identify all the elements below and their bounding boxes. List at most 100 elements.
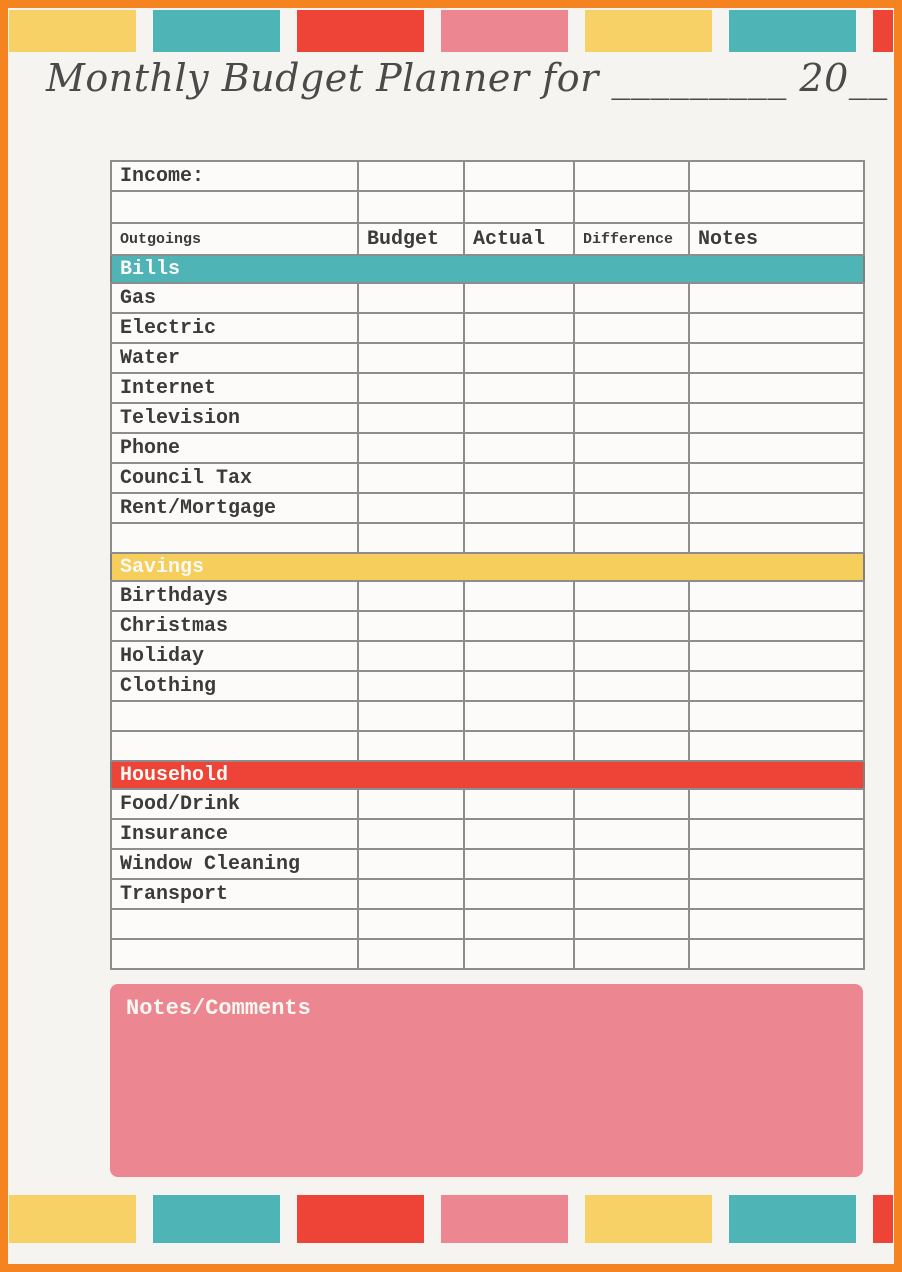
decor-block-teal bbox=[729, 10, 856, 52]
page-title: Monthly Budget Planner for _________ 20_… bbox=[46, 56, 888, 100]
income-empty-cell bbox=[463, 160, 575, 192]
item-label-rent-mortgage: Rent/Mortgage bbox=[110, 492, 359, 524]
section-header-bills: Bills bbox=[110, 254, 865, 284]
empty-cell bbox=[688, 938, 865, 970]
data-cell bbox=[688, 610, 865, 642]
item-row-water: Water bbox=[110, 342, 865, 374]
data-cell bbox=[463, 372, 575, 404]
data-cell bbox=[357, 432, 465, 464]
item-label-christmas: Christmas bbox=[110, 610, 359, 642]
item-row-gas: Gas bbox=[110, 282, 865, 314]
item-label-television: Television bbox=[110, 402, 359, 434]
item-label-council-tax: Council Tax bbox=[110, 462, 359, 494]
notes-box-label: Notes/Comments bbox=[126, 996, 311, 1021]
empty-cell bbox=[357, 908, 465, 940]
data-cell bbox=[357, 640, 465, 672]
empty-cell bbox=[573, 908, 690, 940]
empty-row bbox=[110, 938, 865, 970]
column-header-outgoings: Outgoings bbox=[110, 222, 359, 256]
data-cell bbox=[688, 492, 865, 524]
income-table: Income: bbox=[110, 160, 865, 224]
data-cell bbox=[357, 372, 465, 404]
empty-cell bbox=[357, 938, 465, 970]
empty-cell bbox=[110, 938, 359, 970]
item-label-birthdays: Birthdays bbox=[110, 580, 359, 612]
decor-block-red bbox=[873, 1195, 893, 1243]
empty-cell bbox=[357, 730, 465, 762]
item-label-clothing: Clothing bbox=[110, 670, 359, 702]
item-row-insurance: Insurance bbox=[110, 818, 865, 850]
item-row-birthdays: Birthdays bbox=[110, 580, 865, 612]
item-row-rent-mortgage: Rent/Mortgage bbox=[110, 492, 865, 524]
column-header-row: Outgoings Budget Actual Difference Notes bbox=[110, 222, 865, 256]
income-table-body: Income: bbox=[110, 160, 865, 224]
item-label-holiday: Holiday bbox=[110, 640, 359, 672]
empty-row bbox=[110, 700, 865, 732]
data-cell bbox=[463, 848, 575, 880]
data-cell bbox=[463, 640, 575, 672]
decor-block-teal bbox=[153, 10, 280, 52]
item-label-food-drink: Food/Drink bbox=[110, 788, 359, 820]
data-cell bbox=[688, 640, 865, 672]
data-cell bbox=[688, 342, 865, 374]
item-row-television: Television bbox=[110, 402, 865, 434]
income-empty-cell bbox=[110, 190, 359, 224]
empty-row bbox=[110, 522, 865, 554]
data-cell bbox=[573, 402, 690, 434]
budget-table: Outgoings Budget Actual Difference Notes Bil… bbox=[110, 222, 865, 970]
empty-cell bbox=[110, 522, 359, 554]
decor-block-pink bbox=[441, 1195, 568, 1243]
data-cell bbox=[357, 580, 465, 612]
income-empty-cell bbox=[573, 190, 690, 224]
item-label-water: Water bbox=[110, 342, 359, 374]
item-label-internet: Internet bbox=[110, 372, 359, 404]
empty-cell bbox=[463, 730, 575, 762]
data-cell bbox=[463, 610, 575, 642]
data-cell bbox=[573, 670, 690, 702]
empty-cell bbox=[688, 908, 865, 940]
item-label-gas: Gas bbox=[110, 282, 359, 314]
data-cell bbox=[688, 878, 865, 910]
data-cell bbox=[688, 788, 865, 820]
item-row-food-drink: Food/Drink bbox=[110, 788, 865, 820]
data-cell bbox=[357, 402, 465, 434]
data-cell bbox=[573, 788, 690, 820]
column-header-difference: Difference bbox=[573, 222, 690, 256]
decor-block-yellow bbox=[585, 10, 712, 52]
empty-cell bbox=[688, 730, 865, 762]
budget-table-head: Outgoings Budget Actual Difference Notes bbox=[110, 222, 865, 256]
decor-block-yellow bbox=[9, 10, 136, 52]
data-cell bbox=[357, 462, 465, 494]
item-row-electric: Electric bbox=[110, 312, 865, 344]
empty-cell bbox=[463, 700, 575, 732]
data-cell bbox=[573, 610, 690, 642]
item-label-electric: Electric bbox=[110, 312, 359, 344]
data-cell bbox=[688, 818, 865, 850]
item-row-internet: Internet bbox=[110, 372, 865, 404]
column-header-notes: Notes bbox=[688, 222, 865, 256]
data-cell bbox=[463, 878, 575, 910]
data-cell bbox=[463, 312, 575, 344]
income-label-cell: Income: bbox=[110, 160, 359, 192]
income-empty-cell bbox=[357, 190, 465, 224]
empty-cell bbox=[357, 700, 465, 732]
item-row-phone: Phone bbox=[110, 432, 865, 464]
data-cell bbox=[688, 432, 865, 464]
notes-box: Notes/Comments bbox=[110, 984, 863, 1177]
empty-cell bbox=[573, 730, 690, 762]
section-row-household: Household bbox=[110, 760, 865, 790]
item-row-clothing: Clothing bbox=[110, 670, 865, 702]
data-cell bbox=[688, 848, 865, 880]
empty-cell bbox=[110, 908, 359, 940]
data-cell bbox=[357, 788, 465, 820]
decor-block-red bbox=[873, 10, 893, 52]
data-cell bbox=[463, 492, 575, 524]
income-empty-cell bbox=[573, 160, 690, 192]
data-cell bbox=[688, 312, 865, 344]
income-empty-cell bbox=[357, 160, 465, 192]
data-cell bbox=[357, 878, 465, 910]
income-empty-cell bbox=[688, 190, 865, 224]
decor-strip-bottom bbox=[9, 1195, 893, 1243]
item-label-window-cleaning: Window Cleaning bbox=[110, 848, 359, 880]
